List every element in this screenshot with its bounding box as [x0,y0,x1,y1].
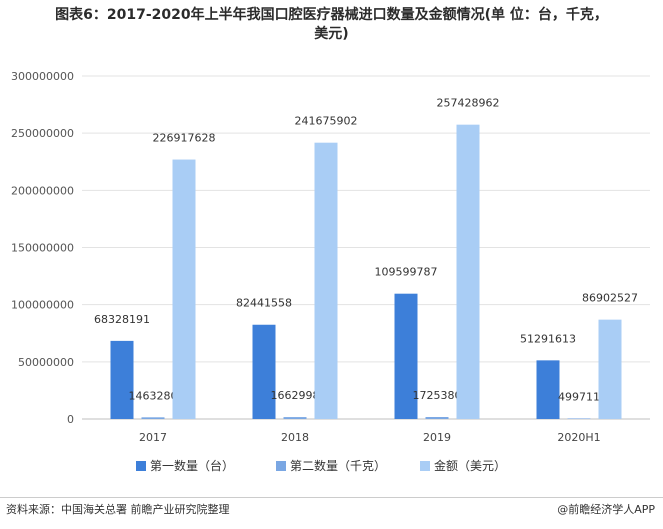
chart-title: 图表6：2017-2020年上半年我国口腔医疗器械进口数量及金额情况(单 位：台… [0,6,663,44]
legend-swatch [420,461,430,471]
bar-series1 [110,340,134,419]
y-tick-label: 250000000 [11,127,74,140]
y-tick-label: 200000000 [11,184,74,197]
bar-series3 [456,124,480,420]
bar-series1 [536,360,560,419]
x-tick-label: 2018 [281,431,309,444]
legend-label: 第二数量（千克） [290,458,386,473]
data-label: 82441558 [236,297,292,310]
x-tick-label: 2017 [139,431,167,444]
bar-series2 [425,417,449,419]
data-label: 109599787 [375,266,438,279]
source-note: 资料来源：中国海关总署 前瞻产业研究院整理 [6,503,230,516]
data-label: 51291613 [520,332,576,345]
bar-series1 [252,324,276,419]
footer-divider [0,497,663,498]
legend-swatch [136,461,146,471]
data-label: 226917628 [153,132,216,145]
bar-series2 [567,418,591,419]
bar-series3 [172,159,196,420]
legend-label: 金额（美元） [434,458,506,473]
y-tick-label: 100000000 [11,299,74,312]
data-label: 68328191 [94,313,150,326]
x-tick-label: 2020H1 [557,431,600,444]
bar-series3 [314,142,338,419]
bar-series1 [394,293,418,419]
data-label: 241675902 [295,115,358,128]
data-label: 257428962 [437,97,500,110]
bar-chart: 0 50000000 100000000 150000000 200000000 2500… [11,70,650,473]
chart-title-line-1: 图表6：2017-2020年上半年我国口腔医疗器械进口数量及金额情况(单 位：台… [55,7,608,23]
data-label: 499711 [558,390,600,403]
bar-series2 [283,417,307,419]
legend-swatch [276,461,286,471]
bar-series3 [598,319,622,419]
data-label: 1662998 [271,389,320,402]
y-tick-label: 0 [67,413,74,426]
data-label: 1463280 [129,389,178,402]
x-tick-label: 2019 [423,431,451,444]
data-label: 1725380 [413,389,462,402]
bar-series2 [141,417,165,419]
y-tick-label: 50000000 [18,356,74,369]
legend-label: 第一数量（台） [150,458,234,473]
brand-credit: @前瞻经济学人APP [557,503,655,516]
chart-title-line-2: 美元) [314,26,349,42]
data-label: 86902527 [582,292,638,305]
y-tick-label: 150000000 [11,242,74,255]
y-tick-label: 300000000 [11,70,74,83]
